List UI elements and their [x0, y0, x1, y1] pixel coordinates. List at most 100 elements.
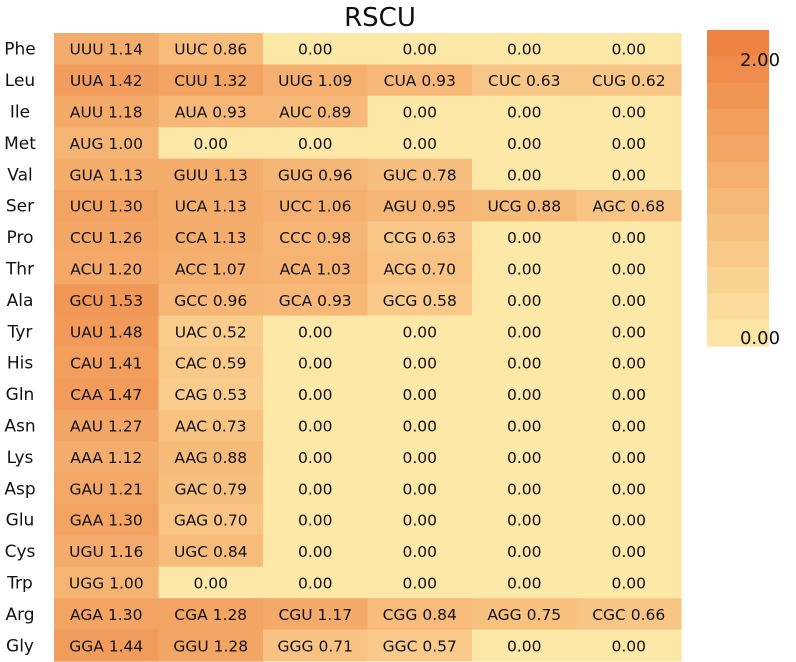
heatmap-cell [54, 629, 160, 662]
heatmap-cell [576, 221, 682, 254]
cell-label: 0.00 [507, 355, 542, 373]
row-label: Ala [7, 291, 34, 311]
heatmap-cell [54, 95, 160, 128]
cell-label: UGU 1.16 [69, 543, 143, 561]
heatmap-cell [54, 566, 160, 599]
heatmap-cell [263, 190, 369, 222]
colorbar-band [707, 240, 769, 268]
cell-label: CCG 0.63 [383, 229, 456, 247]
colorbar-band [707, 135, 769, 163]
cell-label: AAA 1.12 [70, 449, 142, 467]
heatmap-cell [263, 127, 369, 160]
heatmap-cell [576, 252, 682, 285]
colorbar-band [707, 30, 769, 57]
cell-label: ACC 1.07 [175, 261, 246, 279]
heatmap-cell [576, 504, 682, 536]
row-label: Glu [6, 511, 35, 531]
cell-label: 0.00 [402, 355, 437, 373]
cell-label: 0.00 [507, 575, 542, 593]
heatmap-cell [367, 566, 473, 599]
heatmap-cell [472, 64, 578, 97]
cell-label: 0.00 [298, 575, 333, 593]
cell-label: 0.00 [298, 323, 333, 341]
cell-label: UAC 0.52 [175, 323, 247, 341]
heatmap-cell [576, 158, 682, 191]
cell-label: 0.00 [611, 449, 646, 467]
cell-label: UUC 0.86 [174, 41, 247, 59]
row-label: Ile [10, 103, 30, 123]
cell-label: 0.00 [402, 323, 437, 341]
cell-label: CUG 0.62 [592, 72, 666, 90]
heatmap-cell [158, 127, 264, 160]
cell-label: GCC 0.96 [174, 292, 247, 310]
heatmap-grid: UUU 1.14 UUC 0.86 0.00 0.00 0.00 0.00 UUA 1.42… [54, 33, 682, 662]
cell-label: AUG 1.00 [70, 135, 143, 153]
heatmap-cell [472, 472, 578, 505]
cell-label: 0.00 [298, 543, 333, 561]
heatmap-cell [263, 629, 369, 662]
heatmap-cell [576, 64, 682, 97]
row-label: Pro [7, 228, 34, 248]
heatmap-cell [158, 221, 264, 254]
cell-label: GAA 1.30 [70, 512, 143, 530]
cell-label: 0.00 [611, 229, 646, 247]
heatmap-cell [472, 409, 578, 442]
cell-label: GGG 0.71 [278, 637, 353, 655]
cell-label: UAU 1.48 [70, 323, 143, 341]
heatmap-cell [158, 190, 264, 222]
cell-label: GGA 1.44 [69, 637, 143, 655]
cell-label: UCC 1.06 [279, 198, 351, 216]
cell-label: 0.00 [611, 543, 646, 561]
cell-label: GUA 1.13 [70, 166, 143, 184]
heatmap-cell [54, 441, 160, 474]
row-label: Cys [5, 542, 36, 562]
heatmap-cell [158, 33, 264, 65]
cell-label: 0.00 [507, 292, 542, 310]
heatmap-cell [263, 221, 369, 254]
heatmap-cell [576, 409, 682, 442]
heatmap-cell [576, 566, 682, 599]
cell-label: GCU 1.53 [69, 292, 143, 310]
cell-label: GAG 0.70 [174, 512, 248, 530]
heatmap-cell [54, 252, 160, 285]
cell-label: CGA 1.28 [174, 606, 247, 624]
cell-label: GGU 1.28 [173, 637, 248, 655]
heatmap-cell [263, 504, 369, 536]
cell-label: UGG 1.00 [69, 575, 144, 593]
heatmap-cell [54, 598, 160, 631]
heatmap-cell [54, 315, 160, 348]
heatmap-cell [158, 64, 264, 97]
cell-label: CAA 1.47 [70, 386, 142, 404]
heatmap-cell [54, 284, 160, 317]
cell-label: CAC 0.59 [175, 355, 246, 373]
heatmap-cell [263, 64, 369, 97]
heatmap-cell [54, 127, 160, 160]
cell-label: CGU 1.17 [278, 606, 352, 624]
heatmap-cell [367, 127, 473, 160]
heatmap-cell [54, 535, 160, 568]
heatmap-cell [472, 158, 578, 191]
cell-label: 0.00 [402, 543, 437, 561]
cell-label: UUU 1.14 [70, 41, 143, 59]
heatmap-cell [263, 472, 369, 505]
cell-label: ACU 1.20 [70, 261, 142, 279]
heatmap-cell [54, 472, 160, 505]
cell-label: CUU 1.32 [174, 72, 247, 90]
cell-label: 0.00 [402, 386, 437, 404]
cell-label: GAU 1.21 [70, 480, 143, 498]
cell-label: 0.00 [298, 355, 333, 373]
cell-label: 0.00 [507, 543, 542, 561]
cell-label: GUG 0.96 [278, 166, 353, 184]
heatmap-cell [367, 535, 473, 568]
heatmap-cell [158, 347, 264, 379]
cell-label: GGC 0.57 [383, 637, 457, 655]
cell-label: 0.00 [507, 637, 542, 655]
heatmap-cell [263, 33, 369, 65]
cell-label: GCG 0.58 [383, 292, 457, 310]
heatmap-cell [472, 221, 578, 254]
cell-label: 0.00 [611, 323, 646, 341]
cell-label: CCC 0.98 [279, 229, 351, 247]
heatmap-cell [472, 566, 578, 599]
heatmap-cell [263, 535, 369, 568]
cell-label: AGU 0.95 [383, 198, 456, 216]
